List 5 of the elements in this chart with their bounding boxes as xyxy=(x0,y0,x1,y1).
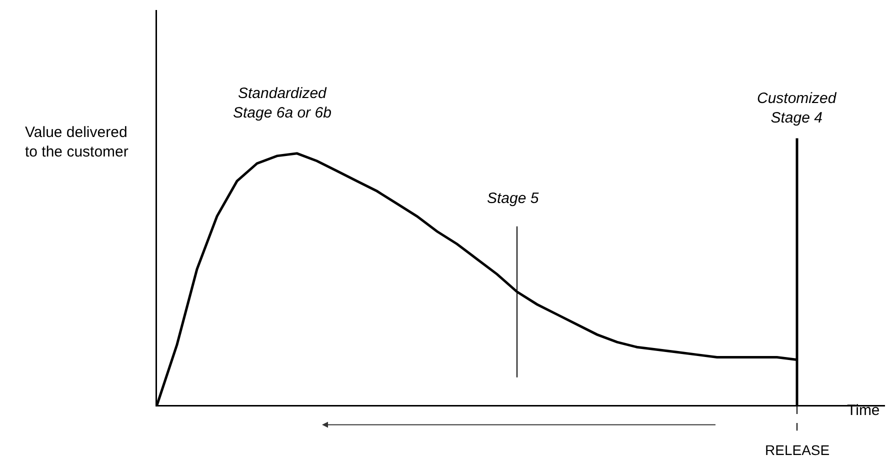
text: RELEASE xyxy=(765,442,830,458)
y-axis-title: Value delivered to the customer xyxy=(25,124,128,160)
annotation: Stage 5 xyxy=(487,190,540,207)
text: Customized Stage 4 xyxy=(757,90,837,126)
text: Standardized Stage 6a or 6b xyxy=(233,85,332,122)
